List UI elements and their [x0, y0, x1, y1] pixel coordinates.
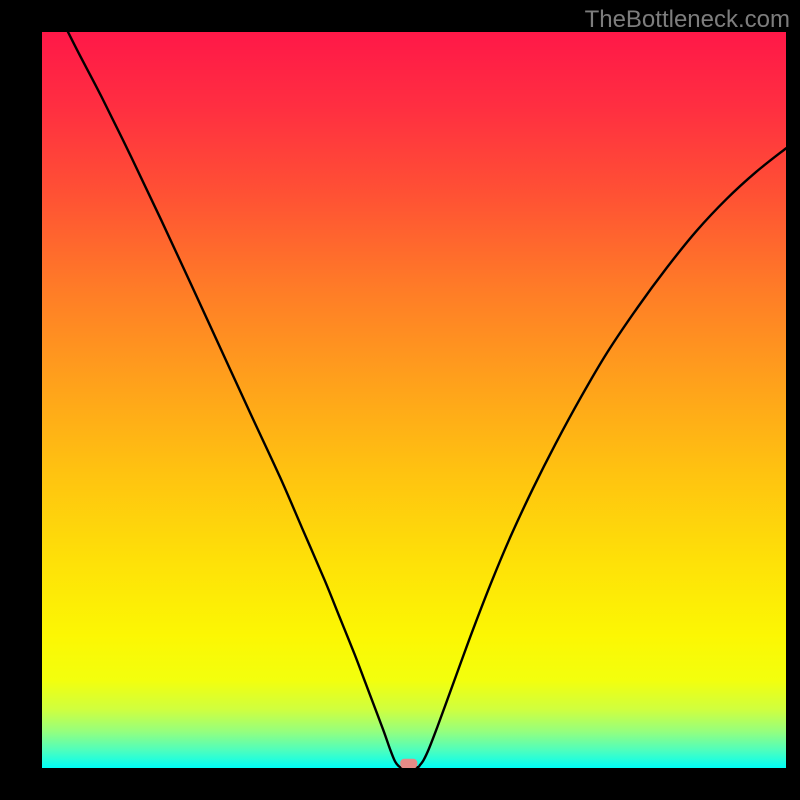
- watermark-text: TheBottleneck.com: [585, 6, 790, 34]
- optimal-point-marker: [400, 759, 417, 768]
- gradient-background: [42, 32, 786, 768]
- bottleneck-chart: [42, 32, 786, 768]
- chart-stage: { "watermark": { "text": "TheBottleneck.…: [0, 0, 800, 800]
